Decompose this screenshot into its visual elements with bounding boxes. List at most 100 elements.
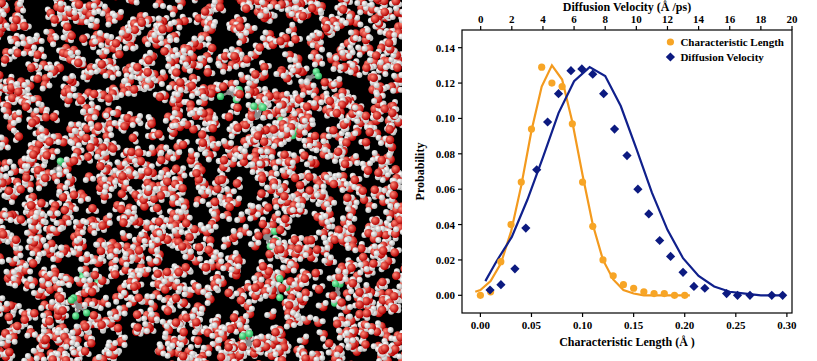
- hydrogen-atom: [246, 80, 252, 86]
- hydrogen-atom: [398, 87, 404, 93]
- hydrogen-atom: [229, 133, 235, 139]
- hydrogen-atom: [50, 247, 56, 253]
- hydrogen-atom: [322, 147, 328, 153]
- hydrogen-atom: [391, 73, 397, 79]
- fluorine-atom: [217, 93, 224, 100]
- hydrogen-atom: [97, 30, 103, 36]
- hydrogen-atom: [274, 171, 280, 177]
- hydrogen-atom: [354, 200, 360, 206]
- hydrogen-atom: [129, 216, 135, 222]
- hydrogen-atom: [38, 305, 44, 311]
- hydrogen-atom: [252, 25, 258, 31]
- hydrogen-atom: [31, 348, 37, 354]
- figure: 0.000.020.040.060.080.100.120.140.000.05…: [0, 0, 817, 361]
- hydrogen-atom: [41, 53, 47, 59]
- hydrogen-atom: [67, 92, 73, 98]
- hydrogen-atom: [372, 150, 378, 156]
- hydrogen-atom: [122, 77, 128, 83]
- oxygen-atom: [220, 156, 229, 165]
- hydrogen-atom: [224, 186, 230, 192]
- hydrogen-atom: [141, 316, 147, 322]
- hydrogen-atom: [200, 198, 206, 204]
- hydrogen-atom: [250, 169, 256, 175]
- hydrogen-atom: [106, 351, 112, 357]
- hydrogen-atom: [174, 37, 180, 43]
- hydrogen-atom: [221, 244, 227, 250]
- hydrogen-atom: [327, 275, 333, 281]
- oxygen-atom: [391, 165, 400, 174]
- hydrogen-atom: [158, 344, 164, 350]
- hydrogen-atom: [312, 62, 318, 68]
- hydrogen-atom: [197, 256, 203, 262]
- hydrogen-atom: [388, 327, 394, 333]
- hydrogen-atom: [367, 160, 373, 166]
- oxygen-atom: [50, 113, 59, 122]
- hydrogen-atom: [9, 199, 15, 205]
- hydrogen-atom: [353, 153, 359, 159]
- hydrogen-atom: [263, 30, 269, 36]
- oxygen-atom: [343, 193, 352, 202]
- hydrogen-atom: [216, 141, 222, 147]
- hydrogen-atom: [357, 21, 363, 27]
- hydrogen-atom: [160, 3, 166, 9]
- hydrogen-atom: [182, 254, 188, 260]
- hydrogen-atom: [354, 160, 360, 166]
- oxygen-atom: [362, 63, 371, 72]
- hydrogen-atom: [205, 300, 211, 306]
- oxygen-atom: [315, 285, 324, 294]
- hydrogen-atom: [181, 172, 187, 178]
- hydrogen-atom: [367, 57, 373, 63]
- oxygen-atom: [224, 289, 233, 298]
- hydrogen-atom: [27, 187, 33, 193]
- oxygen-atom: [90, 311, 99, 320]
- hydrogen-atom: [25, 353, 31, 359]
- oxygen-atom: [321, 78, 330, 87]
- hydrogen-atom: [193, 202, 199, 208]
- hydrogen-atom: [333, 55, 339, 61]
- hydrogen-atom: [236, 196, 242, 202]
- hydrogen-atom: [365, 207, 371, 213]
- hydrogen-atom: [247, 215, 253, 221]
- oxygen-atom: [254, 232, 263, 241]
- oxygen-atom: [359, 253, 368, 262]
- oxygen-atom: [84, 153, 93, 162]
- hydrogen-atom: [182, 291, 188, 297]
- hydrogen-atom: [49, 299, 55, 305]
- hydrogen-atom: [336, 328, 342, 334]
- hydrogen-atom: [326, 52, 332, 58]
- oxygen-atom: [233, 179, 242, 188]
- hydrogen-atom: [59, 280, 65, 286]
- hydrogen-atom: [198, 35, 204, 41]
- hydrogen-atom: [157, 295, 163, 301]
- hydrogen-atom: [39, 38, 45, 44]
- hydrogen-atom: [47, 210, 53, 216]
- hydrogen-atom: [122, 311, 128, 317]
- oxygen-atom: [357, 244, 366, 253]
- hydrogen-atom: [319, 61, 325, 67]
- hydrogen-atom: [43, 29, 49, 35]
- snapshot: [0, 0, 413, 361]
- oxygen-atom: [257, 189, 266, 198]
- oxygen-atom: [114, 324, 123, 333]
- hydrogen-atom: [326, 133, 332, 139]
- hydrogen-atom: [24, 230, 30, 236]
- oxygen-atom: [380, 262, 389, 271]
- hydrogen-atom: [319, 355, 325, 361]
- hydrogen-atom: [176, 149, 182, 155]
- hydrogen-atom: [363, 282, 369, 288]
- hydrogen-atom: [326, 350, 332, 356]
- hydrogen-atom: [371, 203, 377, 209]
- hydrogen-atom: [43, 243, 49, 249]
- hydrogen-atom: [313, 316, 319, 322]
- oxygen-atom: [157, 156, 166, 165]
- oxygen-atom: [147, 119, 156, 128]
- hydrogen-atom: [56, 166, 62, 172]
- hydrogen-atom: [36, 185, 42, 191]
- hydrogen-atom: [166, 85, 172, 91]
- hydrogen-atom: [104, 33, 110, 39]
- oxygen-atom: [208, 44, 217, 53]
- hydrogen-atom: [20, 8, 26, 14]
- hydrogen-atom: [188, 249, 194, 255]
- hydrogen-atom: [332, 158, 338, 164]
- hydrogen-atom: [317, 329, 323, 335]
